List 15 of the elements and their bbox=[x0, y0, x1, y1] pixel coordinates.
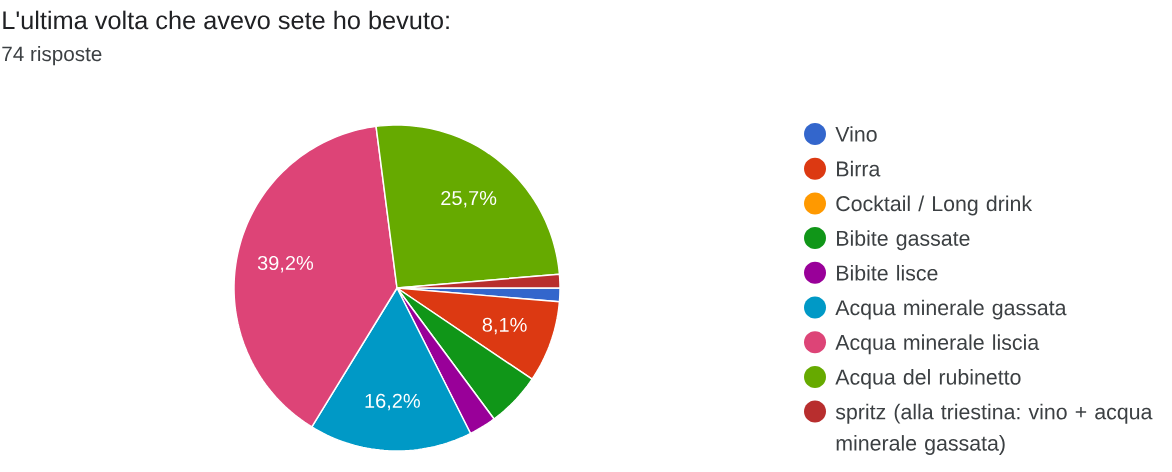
legend-label: Bibite gassate bbox=[837, 230, 970, 251]
legend-label: Acqua minerale liscia bbox=[835, 334, 1040, 355]
legend-label: Acqua del rubinetto bbox=[835, 369, 1021, 389]
data-label: 39,2% bbox=[257, 255, 314, 273]
legend-label: Acqua minerale gassata bbox=[835, 299, 1067, 320]
chart-title: L'ultima volta che avevo sete ho bevuto: bbox=[3, 10, 449, 30]
text: 74 risposte bbox=[2, 46, 102, 66]
legend-label: Bibite lisce bbox=[837, 264, 938, 281]
data-label: 25,7% bbox=[441, 190, 497, 208]
data-label: 8,1% bbox=[482, 317, 527, 335]
legend-label: spritz (alla triestina: vino + acqua minerale gassata) bbox=[835, 403, 1153, 455]
data-label: 16,2% bbox=[365, 393, 420, 411]
legend-label: Vino bbox=[835, 126, 877, 142]
legend-label: Cocktail / Long drink bbox=[836, 195, 1033, 216]
legend-label: Birra bbox=[837, 160, 881, 177]
